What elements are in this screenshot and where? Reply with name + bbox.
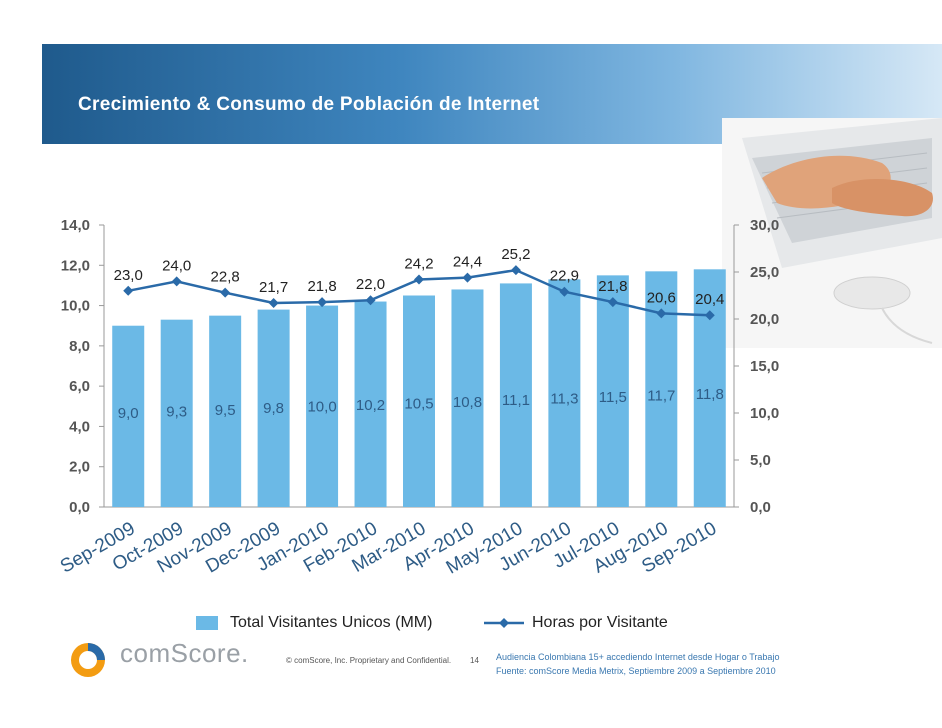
bar-value-label: 11,3 (550, 391, 578, 408)
line-marker (123, 285, 134, 296)
bar (693, 269, 726, 507)
bar (112, 325, 145, 507)
line-markers (123, 265, 715, 321)
line-marker (704, 310, 715, 321)
line-marker (365, 295, 376, 306)
source-note-line2: Fuente: comScore Media Metrix, Septiembr… (496, 666, 776, 676)
left-tick-label: 10,0 (61, 298, 90, 315)
bar-labels: 9,0 9,3 9,5 9,8 10,0 10,2 10,5 10,8 11,1 11,3 11,5… (118, 386, 724, 422)
bar (257, 309, 290, 507)
page-number: 14 (470, 656, 479, 665)
page-title: Crecimiento & Consumo de Población de In… (78, 94, 540, 115)
bar (306, 305, 339, 507)
line-value-label: 21,7 (259, 279, 288, 296)
left-tick-label: 6,0 (69, 378, 90, 395)
line-value-label: 22,8 (211, 269, 240, 286)
line-marker (220, 287, 231, 298)
left-tick-label: 14,0 (61, 217, 90, 234)
bar (403, 295, 435, 507)
right-tick-label: 20,0 (750, 311, 779, 328)
bar (354, 301, 387, 507)
right-tick-label: 25,0 (750, 264, 779, 281)
line-labels: 23,0 24,0 22,8 21,7 21,8 22,0 24,2 24,4 25,2 22,9… (114, 246, 725, 308)
legend-item-bars: Total Visitantes Unicos (MM) (196, 614, 432, 632)
bar (499, 283, 532, 507)
category-labels: Sep-2009Oct-2009Nov-2009Dec-2009Jan-2010… (57, 518, 720, 578)
line-marker (656, 308, 667, 319)
bar (596, 275, 629, 507)
line-value-label: 24,2 (404, 256, 433, 273)
line-value-label: 25,2 (501, 246, 530, 263)
legend-item-line: Horas por Visitante (484, 614, 668, 632)
bar-value-label: 11,5 (599, 389, 627, 406)
line-value-label: 23,0 (114, 267, 143, 284)
line-marker (607, 297, 618, 308)
source-note-line1: Audiencia Colombiana 15+ accediendo Inte… (496, 652, 780, 662)
copyright-text: © comScore, Inc. Proprietary and Confide… (286, 656, 452, 665)
bar-value-label: 9,0 (118, 405, 139, 422)
left-axis: 0,0 2,0 4,0 6,0 8,0 10,0 12,0 14,0 (61, 217, 104, 516)
bar-value-label: 10,5 (404, 395, 433, 412)
right-tick-label: 0,0 (750, 499, 771, 516)
legend-bar-label: Total Visitantes Unicos (MM) (230, 614, 433, 631)
line-marker (462, 272, 473, 283)
line-value-label: 22,9 (550, 268, 579, 285)
comscore-logo-icon (70, 643, 105, 677)
bar (209, 315, 242, 507)
legend-line-label: Horas por Visitante (532, 614, 668, 631)
line-value-label: 20,6 (647, 289, 676, 306)
line-marker (171, 276, 182, 287)
left-tick-label: 12,0 (61, 257, 90, 274)
left-tick-label: 2,0 (69, 459, 90, 476)
bar (451, 289, 484, 507)
line-value-label: 24,4 (453, 254, 482, 271)
comscore-logo-text: comScore. (120, 638, 249, 668)
bar (548, 279, 581, 507)
line-marker (268, 298, 279, 309)
bar (160, 319, 193, 507)
bar-value-label: 10,2 (356, 397, 385, 414)
bar-value-label: 9,3 (166, 403, 187, 420)
line-marker (559, 286, 570, 297)
bar-value-label: 9,5 (215, 402, 236, 419)
bar-value-label: 11,1 (502, 392, 530, 409)
line-marker (317, 297, 328, 308)
right-tick-label: 10,0 (750, 405, 779, 422)
bar-value-label: 9,8 (263, 400, 284, 417)
line-value-label: 21,8 (598, 278, 627, 295)
line-marker (414, 274, 424, 285)
line-value-label: 22,0 (356, 276, 385, 293)
bar-value-label: 10,0 (307, 399, 336, 416)
right-tick-label: 30,0 (750, 217, 779, 234)
right-axis: 0,0 5,0 10,0 15,0 20,0 25,0 30,0 (734, 217, 779, 516)
left-tick-label: 8,0 (69, 338, 90, 355)
bar-series (112, 269, 726, 507)
left-tick-label: 0,0 (69, 499, 90, 516)
line-value-label: 21,8 (307, 278, 336, 295)
right-tick-label: 5,0 (750, 452, 771, 469)
bar-value-label: 10,8 (453, 394, 482, 411)
line-value-label: 24,0 (162, 257, 191, 274)
right-tick-label: 15,0 (750, 358, 779, 375)
bar-value-label: 11,7 (647, 387, 675, 404)
line-marker (510, 265, 521, 276)
legend-line-swatch (484, 617, 524, 628)
bar-value-label: 11,8 (696, 386, 724, 403)
legend-bar-swatch (196, 615, 218, 630)
laptop-photo (722, 118, 942, 348)
line-value-label: 20,4 (695, 291, 724, 308)
left-tick-label: 4,0 (69, 418, 90, 435)
